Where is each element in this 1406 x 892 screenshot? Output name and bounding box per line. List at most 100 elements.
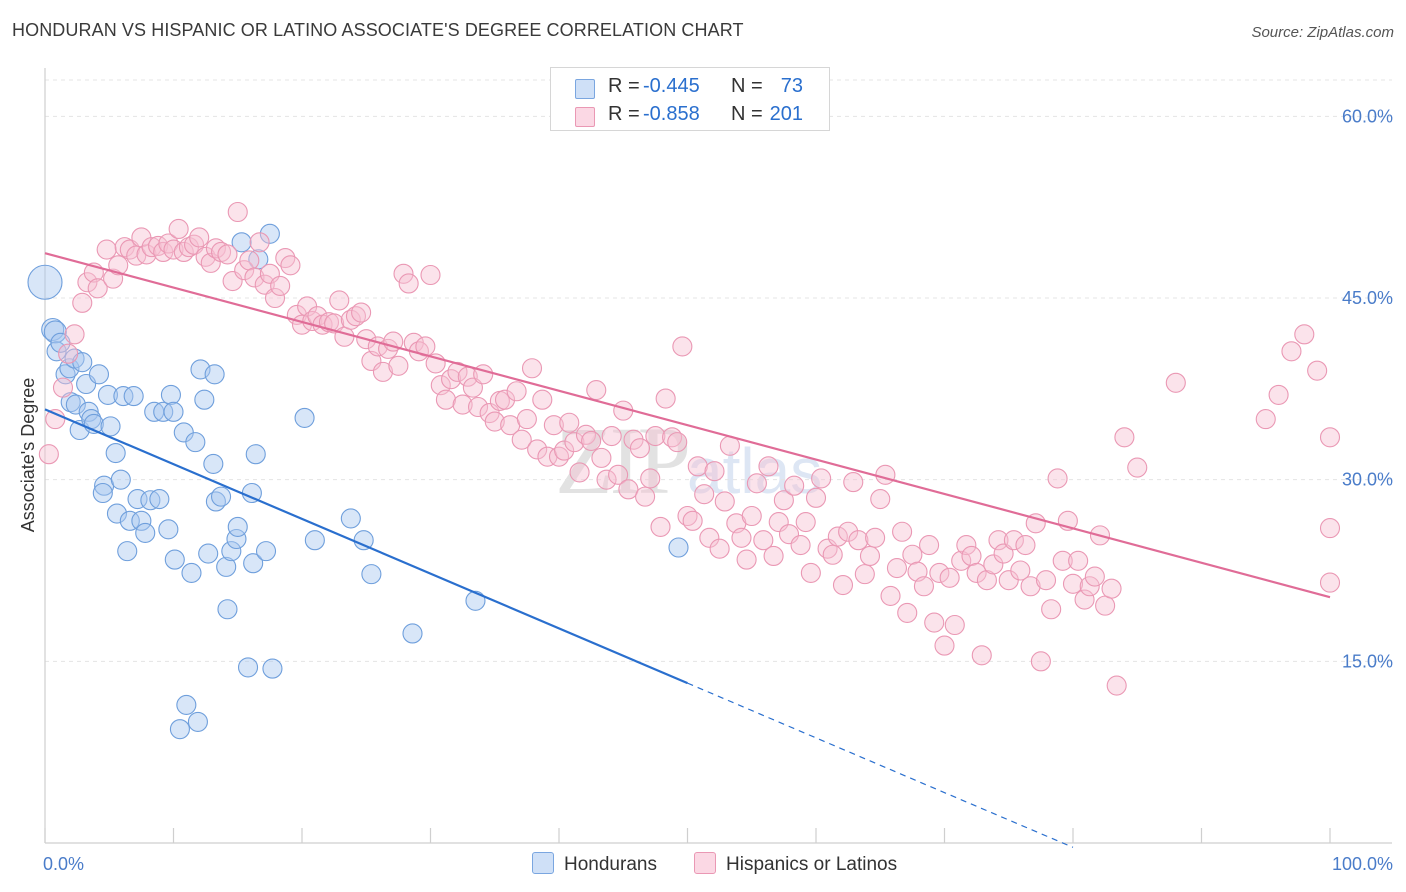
hispanic-point [64, 324, 85, 345]
honduran-point [169, 719, 190, 740]
hispanic-point [136, 244, 157, 265]
hispanic-point [650, 516, 671, 537]
hispanic-point [532, 389, 553, 410]
honduran-point [113, 386, 134, 407]
y-tick-label: 60.0% [1342, 106, 1393, 126]
trend-lines [44, 252, 1331, 848]
hispanic-point [270, 275, 291, 296]
y-tick-label: 15.0% [1342, 651, 1393, 671]
honduran-point [245, 444, 266, 465]
hispanic-point [854, 564, 875, 585]
hispanic-point [822, 544, 843, 565]
hispanic-point [635, 486, 656, 507]
hispanic-point [168, 218, 189, 240]
hispanic-trend-line [44, 252, 1331, 599]
hispanic-point [694, 484, 715, 505]
hispanic-point [114, 237, 135, 258]
hispanic-point [108, 255, 129, 276]
hispanic-point [506, 381, 527, 402]
hispanic-point [1062, 573, 1084, 594]
hispanic-point [1015, 535, 1036, 556]
tick-labels: 15.0% 30.0% 45.0% 60.0% 0.0% 100.0% [43, 106, 1393, 874]
hispanic-point [939, 567, 960, 588]
hispanic-point [983, 554, 1004, 575]
hispanic-point [870, 488, 891, 510]
hispanic-point [1020, 576, 1041, 597]
hispanic-point [1079, 576, 1100, 597]
hispanic-point [1047, 468, 1068, 489]
hispanic-point [1114, 427, 1135, 448]
honduran-point [340, 508, 361, 529]
hispanic-point [687, 456, 708, 477]
legend-n-label: N = [731, 75, 763, 97]
honduran-point [243, 553, 264, 574]
honduran-point [163, 401, 184, 422]
legend-r-label: R = [608, 75, 640, 97]
hispanic-point [919, 535, 940, 556]
hispanic-point [886, 558, 908, 579]
hispanic-point [929, 562, 950, 583]
hispanic-point [827, 526, 848, 547]
hispanic-point [103, 268, 124, 289]
hispanic-point [581, 430, 602, 451]
honduran-point [227, 516, 248, 537]
hispanic-point [1068, 550, 1089, 571]
hispanic-point [467, 396, 489, 418]
hispanic-point [1052, 550, 1073, 571]
honduran-point [135, 522, 156, 544]
hispanic-point [398, 273, 419, 294]
bottom-legend-swatch-hispanics [694, 852, 716, 874]
honduran-trend-extension [687, 682, 1074, 848]
hispanic-point [645, 426, 666, 447]
grid-lines [45, 79, 1392, 662]
hispanic-point [1035, 570, 1057, 591]
honduran-point [43, 320, 67, 344]
hispanic-point [848, 530, 869, 551]
hispanic-point [805, 487, 827, 508]
hispanic-point [126, 245, 147, 266]
hispanic-point [709, 538, 730, 559]
hispanic-point [961, 545, 982, 567]
honduran-point [294, 407, 315, 428]
honduran-point [164, 549, 185, 570]
hispanic-point [591, 447, 612, 468]
hispanic-point [951, 550, 972, 571]
honduran-point [465, 590, 486, 611]
honduran-point [194, 389, 215, 410]
hispanic-point [704, 461, 725, 482]
honduran-point [198, 543, 219, 564]
hispanic-point [1030, 651, 1051, 672]
chart-title: HONDURAN VS HISPANIC OR LATINO ASSOCIATE… [12, 20, 744, 40]
hispanic-point [843, 472, 864, 493]
hispanic-point [640, 468, 661, 489]
honduran-point [216, 556, 237, 577]
hispanic-point [875, 464, 896, 485]
honduran-point [123, 386, 144, 407]
hispanic-point [1268, 384, 1289, 405]
hispanic-point [667, 432, 688, 453]
bottom-legend-hondurans: Hondurans [532, 852, 657, 876]
hispanic-point [494, 389, 516, 410]
honduran-point [304, 530, 325, 551]
hispanic-point [52, 377, 74, 398]
hispanic-point [758, 456, 779, 477]
hispanic-point [699, 527, 720, 548]
hispanic-point [559, 412, 580, 433]
hispanic-point [58, 343, 79, 364]
hispanic-point [1294, 324, 1315, 345]
hispanic-point [784, 475, 805, 496]
hispanic-point [1084, 566, 1105, 587]
honduran-point [97, 384, 119, 405]
hispanic-point [988, 530, 1009, 551]
hispanic-point [1127, 457, 1148, 478]
honduran-point [100, 416, 121, 437]
hispanic-point [254, 274, 275, 295]
honduran-point [92, 482, 113, 504]
hispanic-point [329, 290, 350, 311]
honduran-point [187, 711, 208, 732]
hispanic-point [736, 549, 757, 570]
hispanic-point [77, 272, 98, 293]
hispanic-point [244, 267, 265, 288]
hispanic-point [1003, 530, 1024, 551]
